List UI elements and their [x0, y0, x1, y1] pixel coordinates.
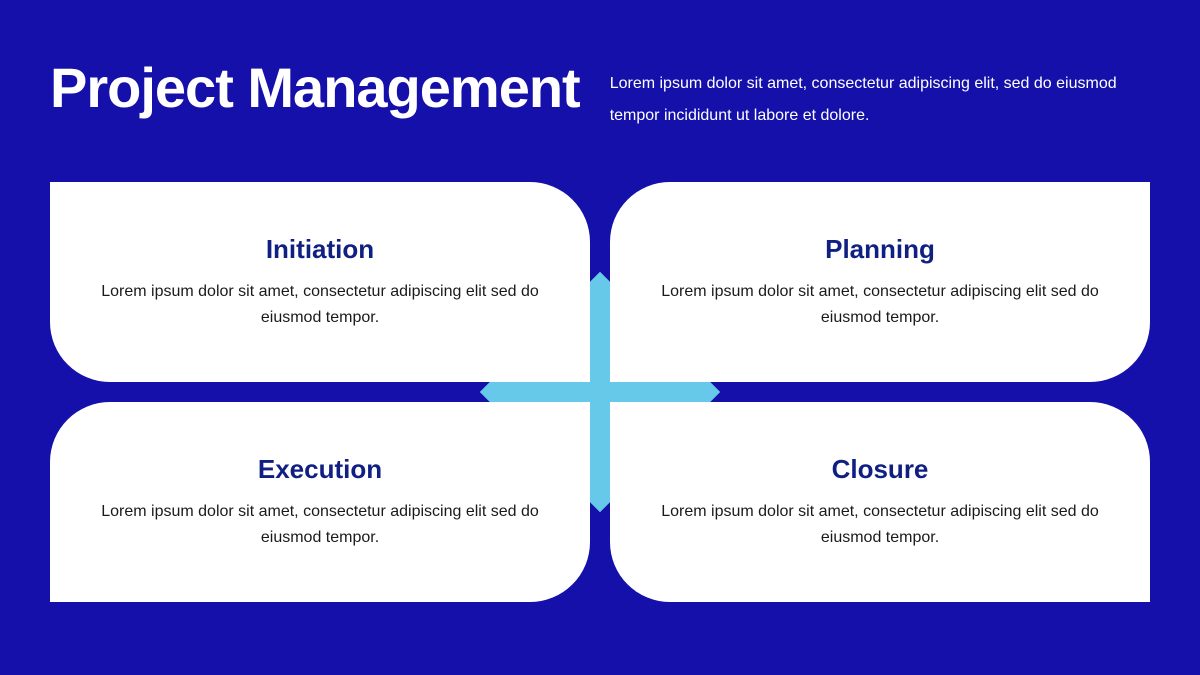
- card-title: Execution: [258, 454, 382, 485]
- card-execution: Execution Lorem ipsum dolor sit amet, co…: [50, 402, 590, 602]
- card-planning: Planning Lorem ipsum dolor sit amet, con…: [610, 182, 1150, 382]
- card-body: Lorem ipsum dolor sit amet, consectetur …: [100, 279, 540, 330]
- card-body: Lorem ipsum dolor sit amet, consectetur …: [660, 499, 1100, 550]
- card-title: Initiation: [266, 234, 374, 265]
- page-title: Project Management: [50, 60, 580, 116]
- card-closure: Closure Lorem ipsum dolor sit amet, cons…: [610, 402, 1150, 602]
- card-title: Closure: [832, 454, 929, 485]
- card-title: Planning: [825, 234, 935, 265]
- card-body: Lorem ipsum dolor sit amet, consectetur …: [100, 499, 540, 550]
- cards-container: Initiation Lorem ipsum dolor sit amet, c…: [50, 182, 1150, 602]
- page-subtitle: Lorem ipsum dolor sit amet, consectetur …: [610, 60, 1150, 132]
- cards-grid: Initiation Lorem ipsum dolor sit amet, c…: [50, 182, 1150, 602]
- card-initiation: Initiation Lorem ipsum dolor sit amet, c…: [50, 182, 590, 382]
- slide: Project Management Lorem ipsum dolor sit…: [0, 0, 1200, 675]
- card-body: Lorem ipsum dolor sit amet, consectetur …: [660, 279, 1100, 330]
- header: Project Management Lorem ipsum dolor sit…: [50, 60, 1150, 132]
